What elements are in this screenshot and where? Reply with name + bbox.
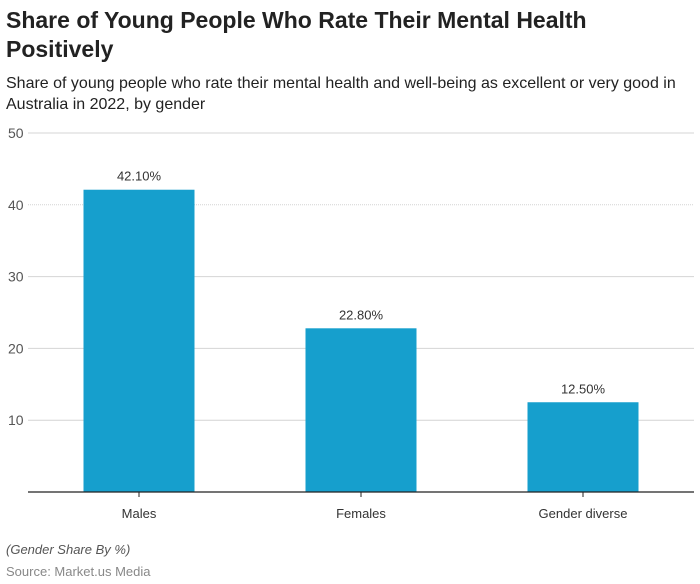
- y-tick-label: 30: [8, 269, 24, 285]
- bar: [305, 328, 417, 492]
- data-label: 12.50%: [561, 381, 606, 396]
- bar: [527, 402, 639, 492]
- chart-source: Source: Market.us Media: [6, 564, 151, 579]
- chart-title: Share of Young People Who Rate Their Men…: [6, 7, 587, 62]
- x-tick-label: Males: [122, 506, 157, 521]
- data-label: 42.10%: [117, 169, 162, 184]
- chart-subtitle: Share of young people who rate their men…: [6, 75, 676, 113]
- data-label: 22.80%: [339, 307, 384, 322]
- bar: [83, 189, 195, 493]
- y-tick-label: 40: [8, 197, 24, 213]
- x-tick-label: Gender diverse: [539, 506, 628, 521]
- y-tick-label: 10: [8, 412, 24, 428]
- y-tick-label: 50: [8, 125, 24, 141]
- y-tick-label: 20: [8, 340, 24, 356]
- x-tick-label: Females: [336, 506, 386, 521]
- chart-note: (Gender Share By %): [6, 542, 131, 557]
